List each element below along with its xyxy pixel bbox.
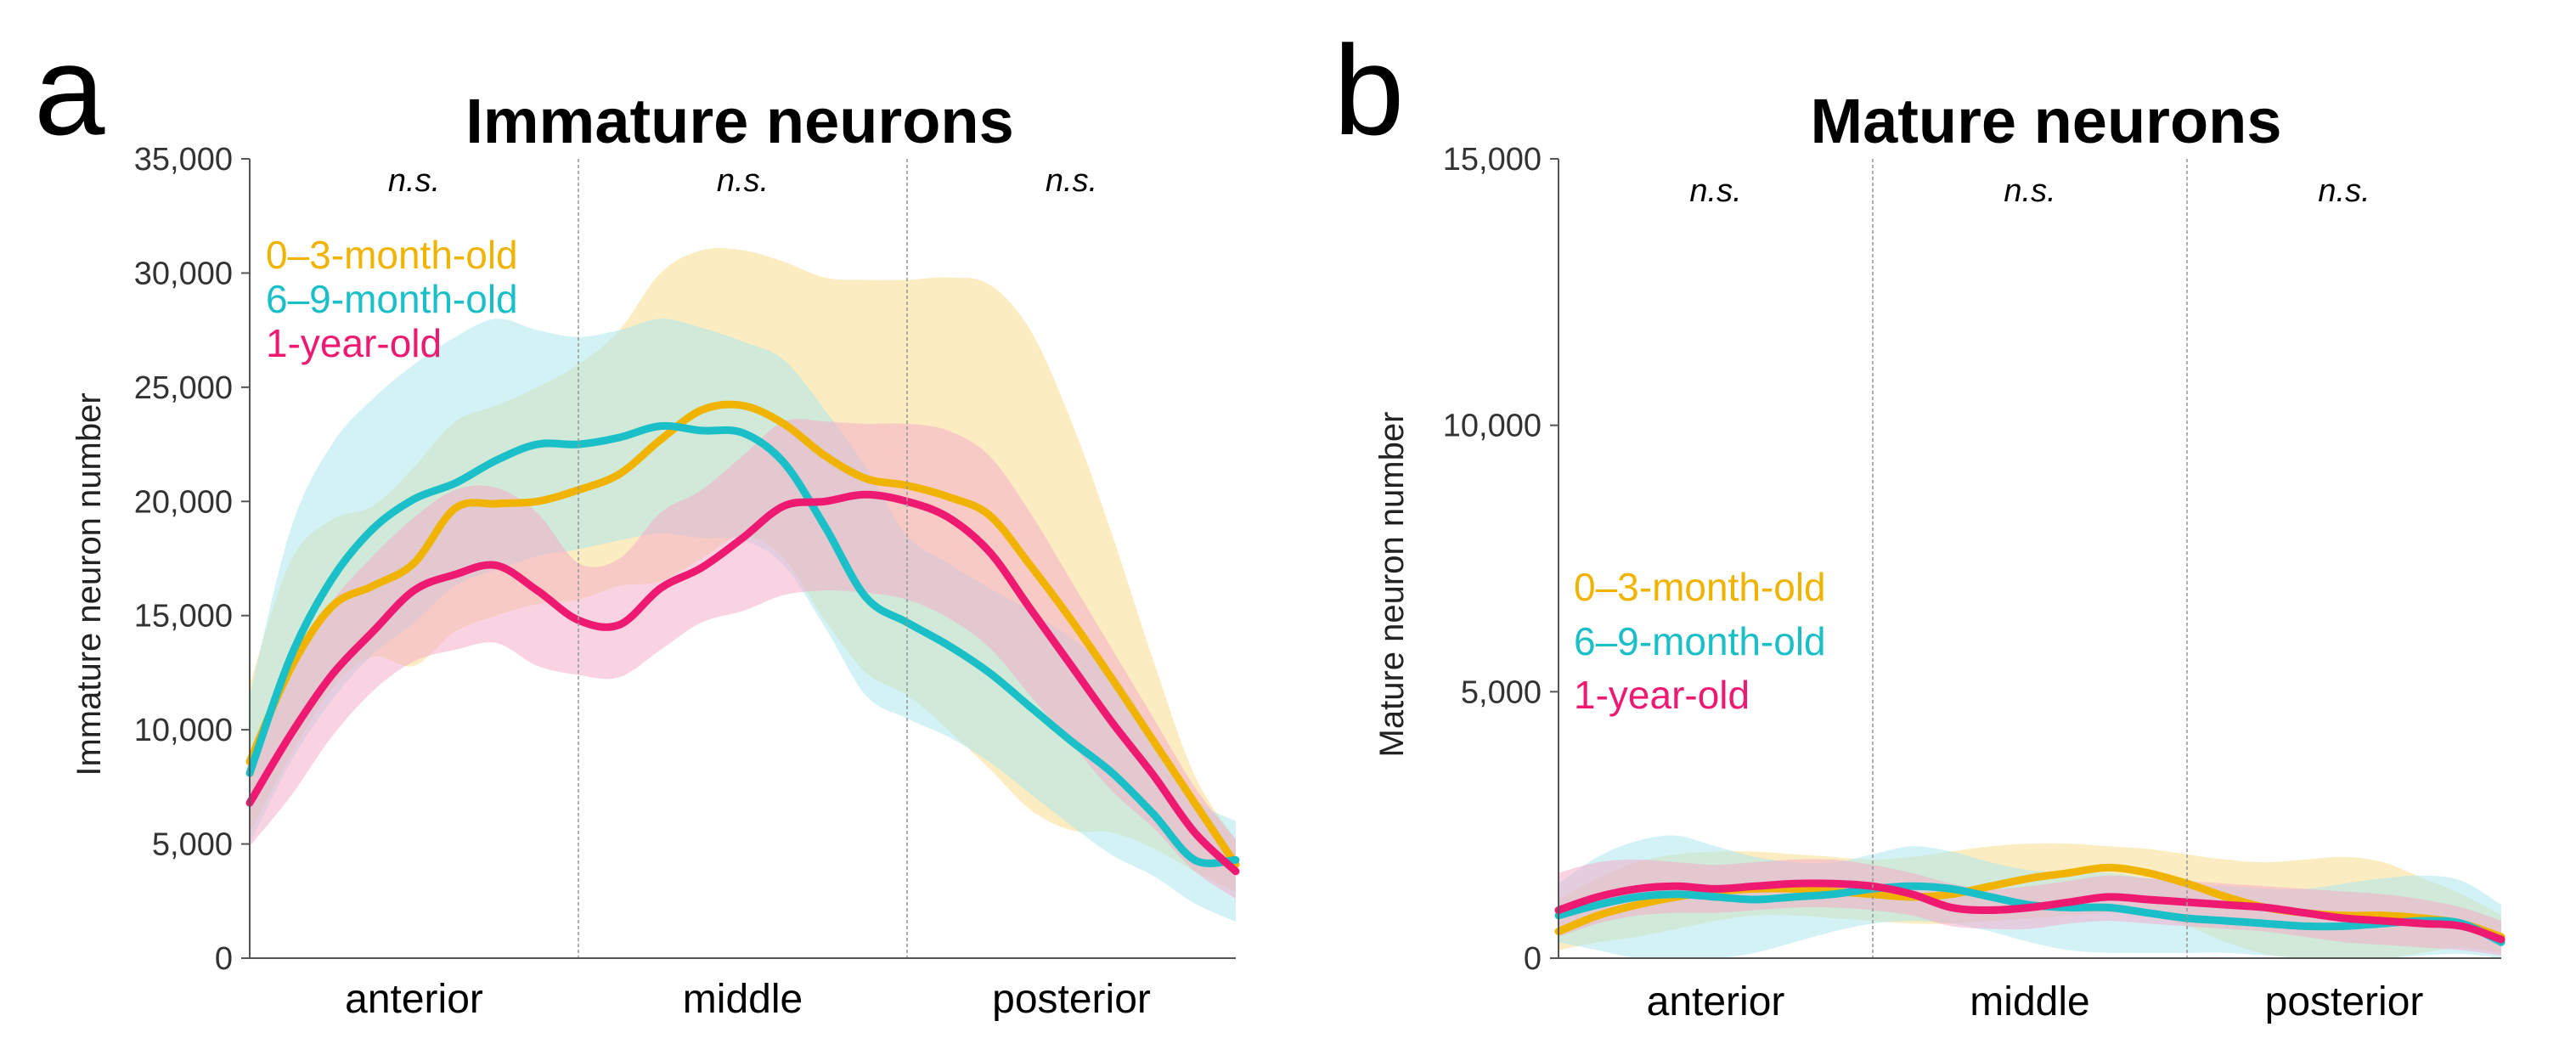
- panel-a-y-tick-label: 35,000: [134, 142, 233, 178]
- panel-a-y-tick-label: 30,000: [134, 256, 233, 291]
- panel-a-y-ticks: 0 5,000 10,000 15,000 20,000 25,000 30,000 35,0…: [134, 142, 250, 977]
- panel-a-band-1-year: [250, 419, 1236, 900]
- panel-a-letter: a: [34, 19, 105, 161]
- panel-b-regions: anterior middle posterior: [1647, 979, 2424, 1024]
- panel-a-regions: anterior middle posterior: [345, 977, 1151, 1022]
- panel-b-lines: [1554, 863, 2506, 946]
- panel-a-band-6-9-month: [250, 319, 1236, 922]
- panel-b-legend-entry-0-3-month: 0–3-month-old: [1574, 565, 1826, 609]
- panel-a-y-tick-label: 20,000: [134, 484, 233, 520]
- panel-b-line-1-year: [1554, 879, 2506, 944]
- panel-a-line-0-3-month: [245, 400, 1240, 869]
- panel-a-significance-label: n.s.: [388, 163, 440, 199]
- panel-a-y-tick-label: 0: [215, 941, 233, 977]
- panel-b-axes: [1558, 159, 2501, 959]
- panel-b-significance: n.s. n.s. n.s.: [1689, 173, 2370, 209]
- panel-b-region-label-anterior: anterior: [1647, 979, 1785, 1024]
- panel-b-y-ticks: 0 5,000 10,000 15,000: [1443, 142, 1559, 977]
- panel-a-y-tick-label: 10,000: [134, 713, 233, 748]
- panel-b-region-label-posterior: posterior: [2265, 979, 2424, 1024]
- panel-a-legend-entry-6-9-month: 6–9-month-old: [266, 277, 518, 321]
- panel-a-y-tick-label: 25,000: [134, 370, 233, 406]
- panel-a-y-tick-label: 5,000: [152, 827, 233, 863]
- panel-a-title: Immature neurons: [465, 86, 1014, 156]
- panel-b-significance-label: n.s.: [1689, 173, 1741, 209]
- panel-a-significance-label: n.s.: [1046, 163, 1097, 199]
- panel-a-bands: [250, 247, 1236, 922]
- panel-b-y-tick-label: 10,000: [1443, 409, 1542, 444]
- panel-a-legend-entry-0-3-month: 0–3-month-old: [266, 233, 518, 277]
- panel-b-title: Mature neurons: [1810, 86, 2281, 156]
- panel-a-lines: [245, 400, 1240, 876]
- panel-b-y-tick-label: 15,000: [1443, 142, 1542, 178]
- panel-b-letter: b: [1333, 19, 1404, 161]
- panel-a-region-label-posterior: posterior: [992, 977, 1151, 1022]
- panel-a-significance-label: n.s.: [717, 163, 769, 199]
- panel-b-y-axis-label: Mature neuron number: [1373, 412, 1411, 758]
- panel-b-y-tick-label: 0: [1524, 941, 1542, 977]
- panel-a-region-label-anterior: anterior: [345, 977, 483, 1022]
- panel-b-y-tick-label: 5,000: [1461, 674, 1542, 710]
- panel-a-region-label-middle: middle: [683, 977, 803, 1022]
- panel-a-line-6-9-month: [245, 421, 1240, 867]
- panel-b-legend: 0–3-month-old 6–9-month-old 1-year-old: [1574, 565, 1826, 717]
- panel-b-significance-label: n.s.: [2318, 173, 2370, 209]
- panel-a-y-tick-label: 15,000: [134, 599, 233, 635]
- panel-b-significance-label: n.s.: [2004, 173, 2055, 209]
- panel-a-legend-entry-1-year: 1-year-old: [266, 321, 442, 365]
- panel-b-legend-entry-6-9-month: 6–9-month-old: [1574, 619, 1826, 663]
- panel-a-significance: n.s. n.s. n.s.: [388, 163, 1097, 199]
- panel-b-region-label-middle: middle: [1970, 979, 2089, 1024]
- panel-a-line-1-year: [245, 490, 1240, 876]
- panel-a: a Immature neurons Immature neuron numbe…: [34, 19, 1240, 1022]
- panel-b: b Mature neurons Mature neuron number 0 5…: [1333, 19, 2506, 1024]
- panel-a-axes: [249, 159, 1236, 959]
- panel-a-legend: 0–3-month-old 6–9-month-old 1-year-old: [266, 233, 518, 365]
- panel-a-y-axis-label: Immature neuron number: [70, 392, 108, 776]
- panel-b-legend-entry-1-year: 1-year-old: [1574, 673, 1750, 717]
